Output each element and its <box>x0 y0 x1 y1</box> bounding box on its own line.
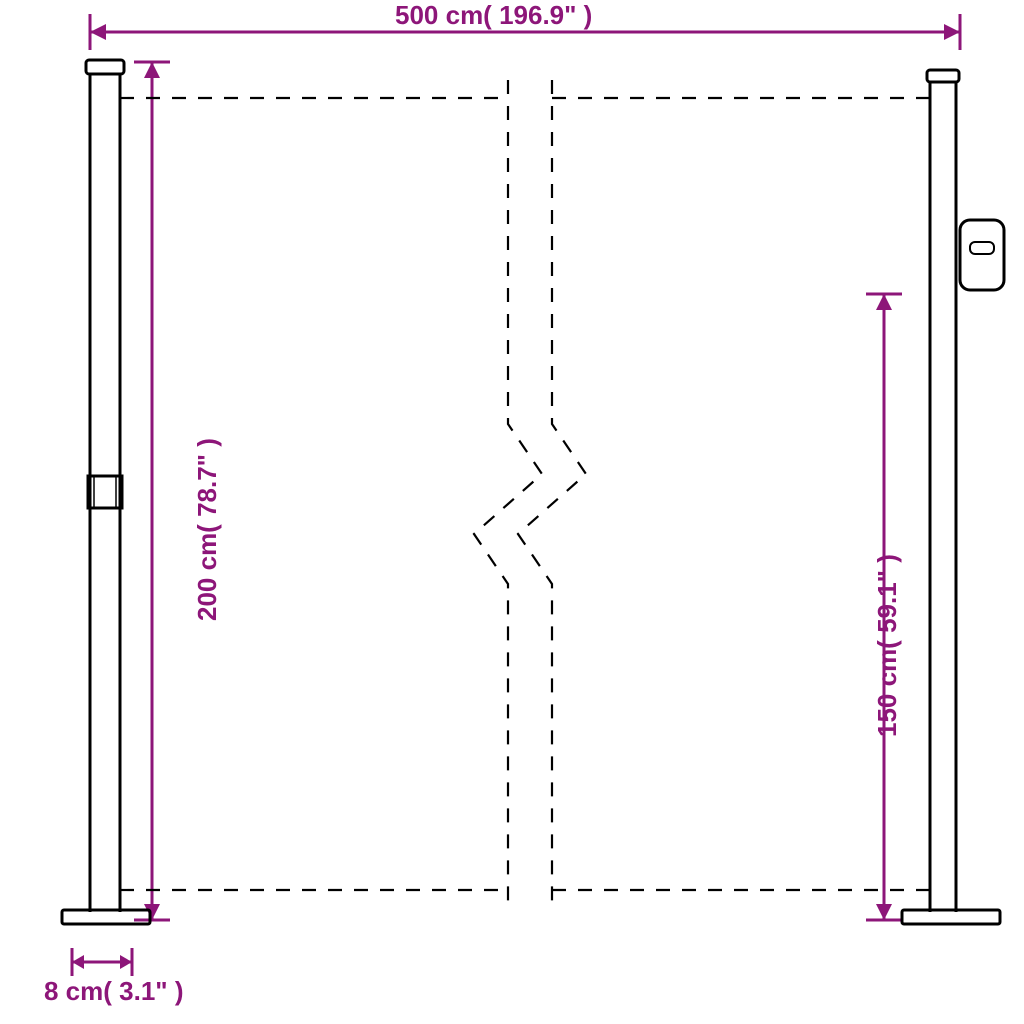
dim-label-height-left: 200 cm( 78.7" ) <box>192 438 223 621</box>
dimension-diagram: { "canvas": { "w": 1024, "h": 1024, "bg"… <box>0 0 1024 1024</box>
dim-label-width: 500 cm( 196.9" ) <box>395 0 592 31</box>
diagram-svg <box>0 0 1024 1024</box>
dim-label-height-right: 150 cm( 59.1" ) <box>872 554 903 737</box>
dim-label-base-width: 8 cm( 3.1" ) <box>44 976 184 1007</box>
